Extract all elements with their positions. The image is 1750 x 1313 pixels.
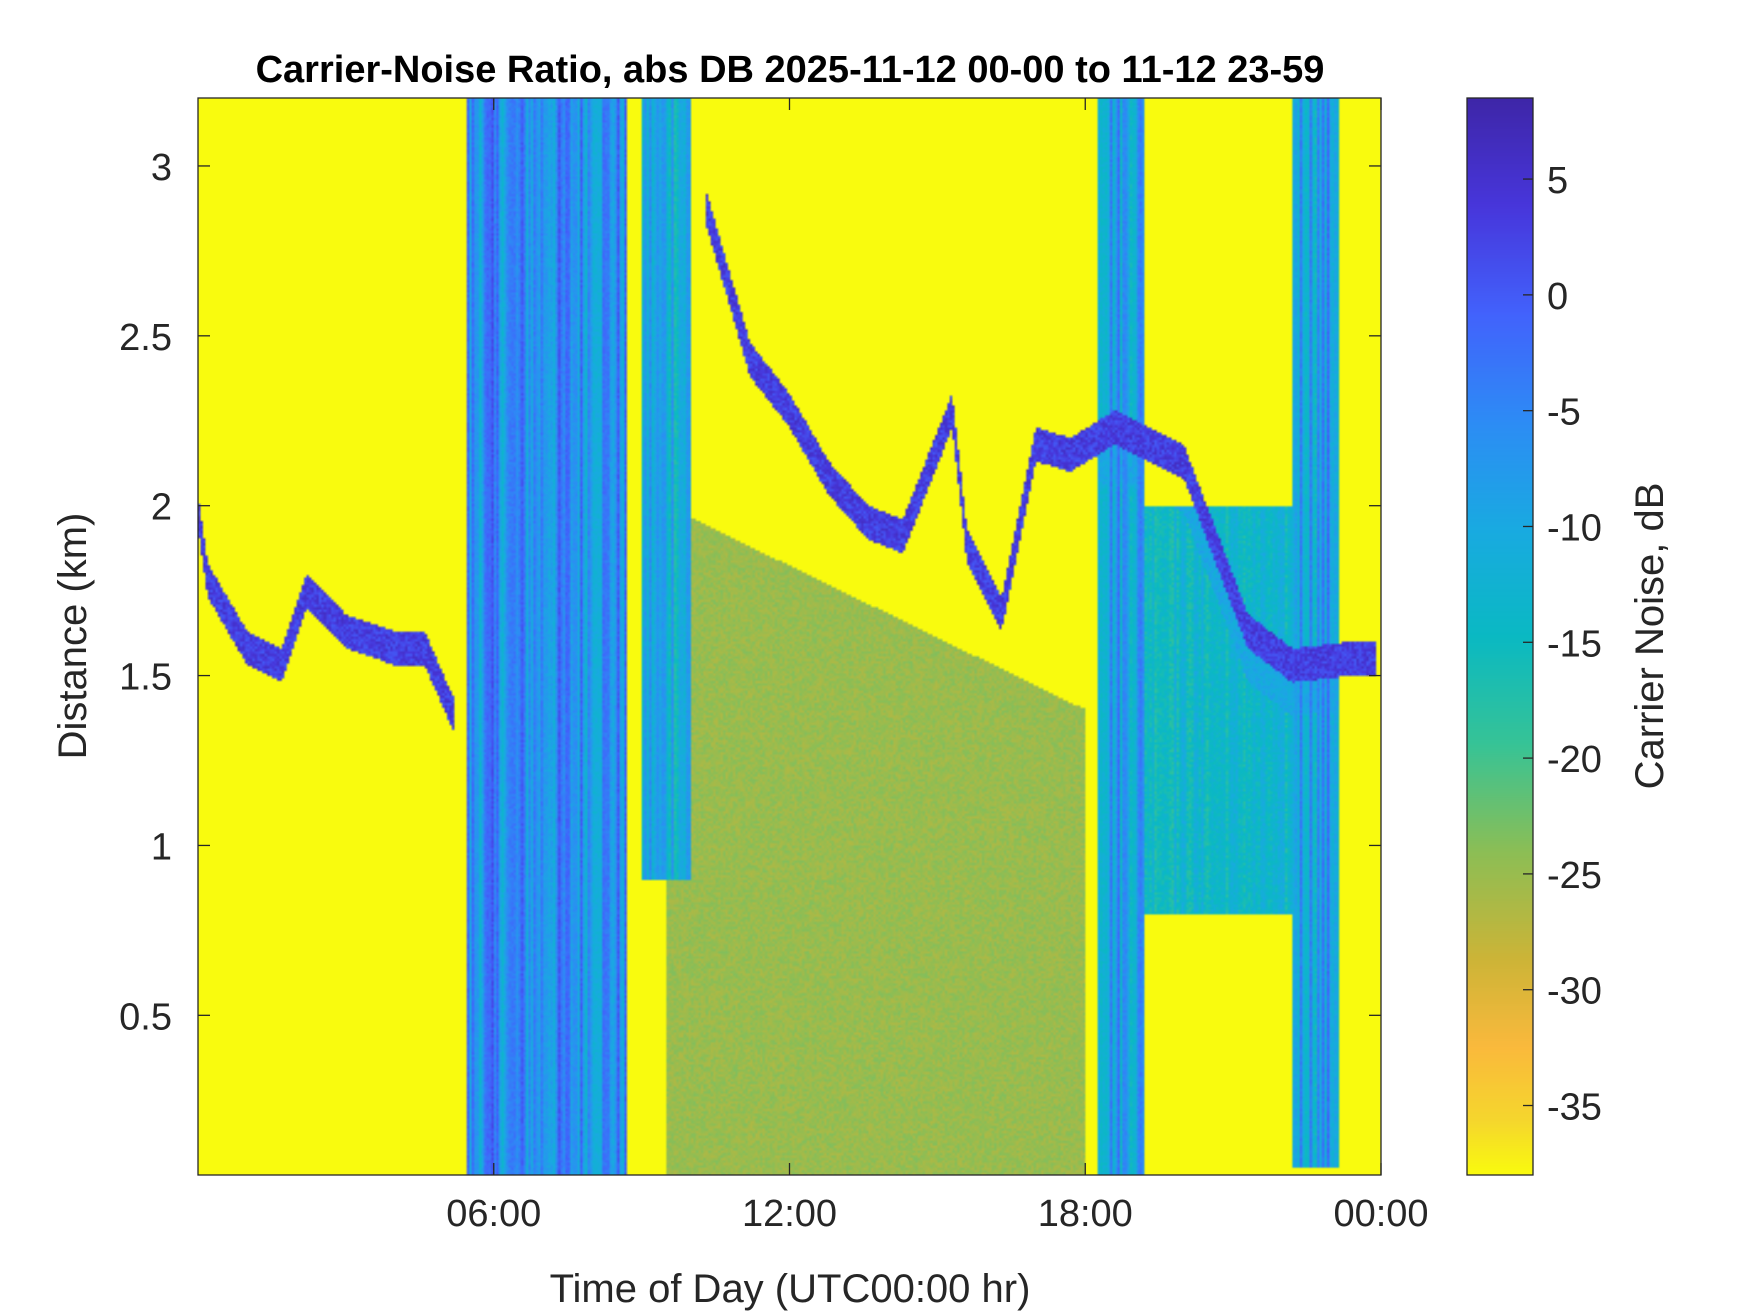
colorbar-tick-label: -35 <box>1547 1087 1602 1129</box>
x-tick-label: 06:00 <box>446 1193 541 1235</box>
y-axis: 0.5 1 1.5 2 2.5 3 <box>119 147 1381 1038</box>
colorbar-tick-label: 0 <box>1547 276 1568 318</box>
x-axis-label: Time of Day (UTC00:00 hr) <box>550 1267 1031 1311</box>
x-tick-label: 18:00 <box>1038 1193 1133 1235</box>
colorbar-gradient <box>1467 98 1533 1175</box>
y-tick-label: 3 <box>151 147 172 189</box>
colorbar-tick-label: -15 <box>1547 623 1602 665</box>
colorbar-tick-label: -20 <box>1547 739 1602 781</box>
colorbar-tick-label: -5 <box>1547 392 1581 434</box>
colorbar-tick-label: -25 <box>1547 855 1602 897</box>
y-axis-label: Distance (km) <box>51 513 95 760</box>
y-tick-label: 2.5 <box>119 317 172 359</box>
colorbar-axis: 5 0 -5 -10 -15 -20 -25 -30 -35 <box>1523 160 1602 1129</box>
chart-title: Carrier-Noise Ratio, abs DB 2025-11-12 0… <box>256 49 1325 91</box>
y-tick-label: 2 <box>151 487 172 529</box>
x-axis: 06:00 12:00 18:00 00:00 <box>446 98 1429 1235</box>
heatmap-image <box>198 98 1381 1175</box>
y-tick-label: 1.5 <box>119 657 172 699</box>
plot-area-frame <box>197 97 1382 1176</box>
y-tick-label: 1 <box>151 826 172 868</box>
colorbar-tick-label: -10 <box>1547 507 1602 549</box>
colorbar-label: Carrier Noise, dB <box>1628 483 1672 790</box>
colorbar-frame <box>1466 97 1534 1176</box>
x-tick-label: 00:00 <box>1333 1193 1428 1235</box>
colorbar-tick-label: -30 <box>1547 971 1602 1013</box>
x-tick-label: 12:00 <box>742 1193 837 1235</box>
y-tick-label: 0.5 <box>119 996 172 1038</box>
colorbar-tick-label: 5 <box>1547 160 1568 202</box>
